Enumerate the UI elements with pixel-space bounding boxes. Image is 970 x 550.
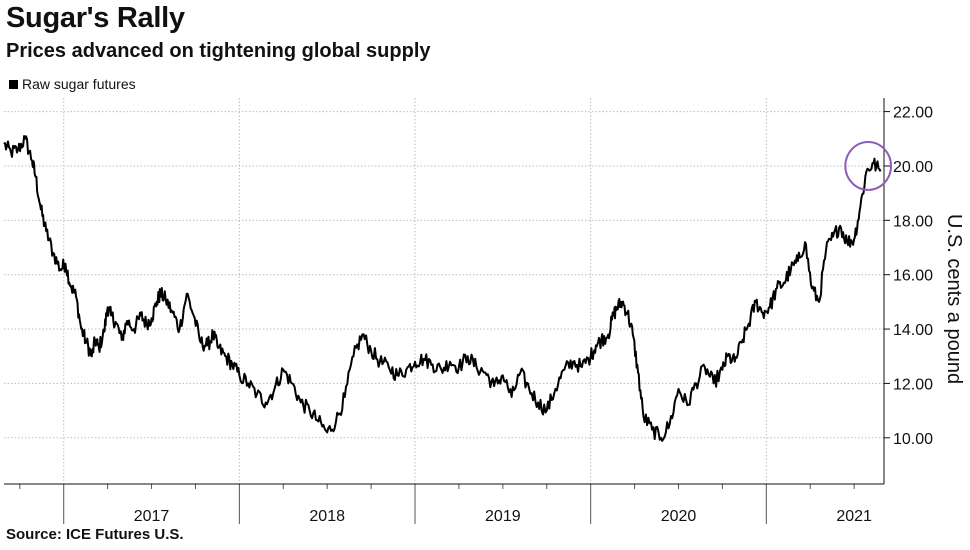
y-tick-label-16.00: 16.00	[893, 268, 933, 285]
series-lines	[3, 135, 882, 442]
x-tick-label-2017: 2017	[134, 508, 170, 525]
axes: 10.00 12.00 14.00 16.00 18.00 20.00 22.00 2017 2…	[4, 98, 965, 525]
y-axis-label: U.S. cents a pound	[943, 214, 965, 384]
y-tick-label-10.00: 10.00	[893, 431, 933, 448]
source-note: Source: ICE Futures U.S.	[6, 526, 184, 543]
legend-label-raw-sugar: Raw sugar futures	[22, 76, 136, 92]
x-tick-label-2020: 2020	[661, 508, 697, 525]
grid-lines	[4, 98, 884, 484]
legend: Raw sugar futures	[9, 76, 136, 92]
annotations	[844, 141, 893, 191]
y-tick-label-18.00: 18.00	[893, 213, 933, 230]
legend-swatch-raw-sugar	[9, 79, 18, 89]
highlight-circle-0	[844, 141, 893, 191]
y-tick-label-22.00: 22.00	[893, 105, 933, 122]
y-tick-label-12.00: 12.00	[893, 376, 933, 393]
chart-subtitle: Prices advanced on tightening global sup…	[6, 40, 431, 62]
x-tick-label-2021: 2021	[836, 508, 872, 525]
series-line-raw-sugar-futures	[3, 135, 882, 442]
y-tick-label-14.00: 14.00	[893, 322, 933, 339]
x-tick-label-2018: 2018	[309, 508, 345, 525]
x-tick-label-2019: 2019	[485, 508, 521, 525]
chart-title: Sugar's Rally	[6, 2, 185, 34]
y-tick-label-20.00: 20.00	[893, 159, 933, 176]
